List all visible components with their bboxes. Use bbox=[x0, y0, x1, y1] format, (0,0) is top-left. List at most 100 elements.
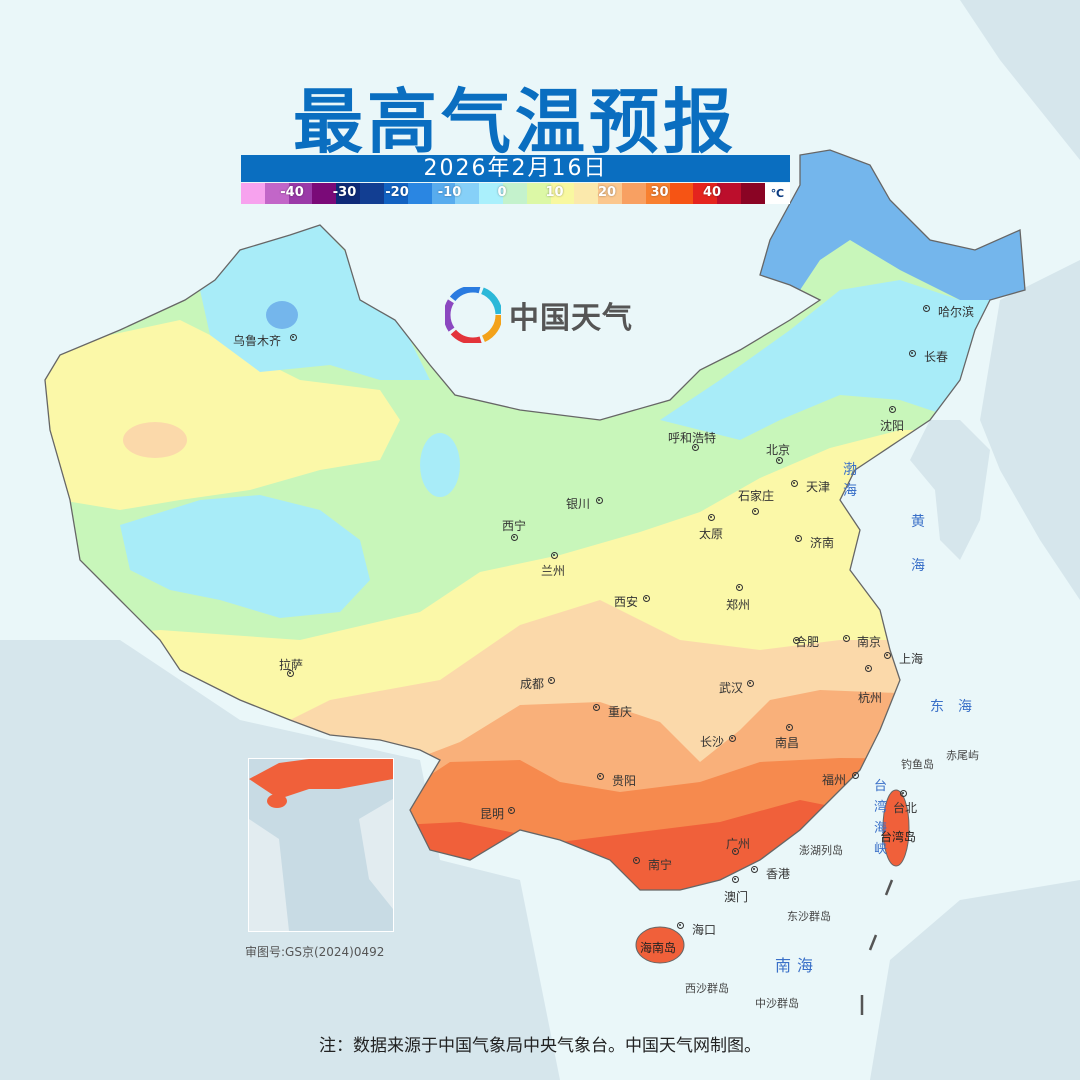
city-marker-icon bbox=[746, 679, 754, 687]
city-label: 长春 bbox=[924, 350, 949, 364]
band-cyan-spot bbox=[420, 433, 460, 497]
logo-text: 中国天气 bbox=[509, 301, 633, 336]
city-label: 西安 bbox=[614, 595, 639, 609]
label-taiwan: 台湾岛 bbox=[880, 830, 917, 844]
city-marker-icon bbox=[751, 507, 759, 515]
city-marker-icon bbox=[735, 583, 743, 591]
legend-swatch bbox=[574, 183, 599, 204]
band-north-cyan bbox=[200, 225, 430, 380]
footer-note: 注：数据来源于中国气象局中央气象台。中国天气网制图。 bbox=[319, 1036, 761, 1056]
legend-swatch bbox=[645, 183, 670, 204]
city-marker-icon bbox=[842, 634, 850, 642]
city-marker-icon bbox=[731, 847, 739, 855]
city-marker-icon bbox=[691, 443, 699, 451]
legend-swatch bbox=[360, 183, 384, 204]
legend-swatch bbox=[741, 183, 765, 204]
temperature-legend: ℃ bbox=[241, 183, 790, 204]
city-marker-icon bbox=[851, 771, 859, 779]
forecast-date: 2026年2月16日 bbox=[241, 155, 790, 182]
legend-swatch bbox=[336, 183, 361, 204]
city-marker-icon bbox=[592, 703, 600, 711]
legend-swatch bbox=[455, 183, 480, 204]
sea-bohai: 渤海 bbox=[843, 462, 857, 499]
korea-land bbox=[910, 420, 990, 560]
legend-swatch bbox=[717, 183, 742, 204]
legend-swatch bbox=[264, 183, 289, 204]
label-hainan: 海南岛 bbox=[640, 941, 677, 955]
city-label: 贵阳 bbox=[612, 774, 637, 788]
band-urumqi-blue bbox=[266, 301, 298, 329]
city-label: 广州 bbox=[726, 837, 751, 851]
label-chiwei: 赤尾屿 bbox=[946, 749, 979, 762]
city-marker-icon bbox=[750, 865, 758, 873]
legend-label: -20 bbox=[385, 185, 409, 200]
city-label: 兰州 bbox=[541, 564, 566, 578]
city-label: 呼和浩特 bbox=[668, 431, 717, 445]
city-label: 海口 bbox=[692, 923, 717, 937]
legend-swatch bbox=[241, 183, 265, 204]
city-marker-icon bbox=[792, 636, 800, 644]
city-label: 沈阳 bbox=[880, 419, 905, 433]
page-title: 最高气温预报 bbox=[293, 81, 737, 163]
logo: 中国天气 bbox=[445, 287, 633, 343]
legend-swatch bbox=[669, 183, 694, 204]
logo-swirl-icon bbox=[445, 287, 501, 343]
legend-swatch bbox=[431, 183, 456, 204]
nine-dash-line bbox=[860, 879, 894, 1015]
city-label: 银川 bbox=[566, 497, 591, 511]
city-marker-icon bbox=[731, 875, 739, 883]
legend-swatch bbox=[622, 183, 646, 204]
city-label: 太原 bbox=[699, 527, 724, 541]
band-peach-spot bbox=[123, 422, 187, 458]
city-label: 重庆 bbox=[608, 705, 633, 719]
legend-label: 40 bbox=[702, 185, 722, 200]
legend-swatch bbox=[693, 183, 718, 204]
city-label: 南昌 bbox=[775, 736, 800, 750]
band-xinjiang-yellow bbox=[45, 320, 400, 510]
city-label: 北京 bbox=[766, 443, 791, 457]
city-marker-icon bbox=[676, 921, 684, 929]
band-ne-cyan bbox=[660, 280, 1025, 440]
city-label: 上海 bbox=[899, 652, 924, 666]
city-label: 台北 bbox=[893, 801, 918, 815]
city-marker-icon bbox=[908, 349, 916, 357]
city-label: 乌鲁木齐 bbox=[233, 334, 282, 348]
legend-swatch bbox=[479, 183, 503, 204]
city-marker-icon bbox=[642, 594, 650, 602]
sea-taiwan-strait: 台湾海峡 bbox=[874, 779, 888, 857]
city-label: 长沙 bbox=[700, 735, 725, 749]
city-label: 天津 bbox=[806, 480, 831, 494]
hainan-island bbox=[635, 926, 685, 964]
band-tarim-cyan bbox=[120, 495, 370, 618]
city-marker-icon bbox=[785, 723, 793, 731]
legend-label: 30 bbox=[650, 185, 669, 200]
legend-swatch bbox=[550, 183, 575, 204]
legend-label: 0 bbox=[497, 185, 507, 200]
city-label: 福州 bbox=[822, 773, 847, 787]
sea-huanghai: 黄海 bbox=[911, 514, 925, 574]
city-label: 西宁 bbox=[502, 519, 527, 533]
city-marker-icon bbox=[899, 789, 907, 797]
city-label: 济南 bbox=[810, 536, 835, 550]
city-marker-icon bbox=[790, 479, 798, 487]
city-label: 南京 bbox=[857, 635, 882, 649]
legend-swatch bbox=[383, 183, 408, 204]
label-xisha: 西沙群岛 bbox=[685, 982, 729, 995]
label-penghu: 澎湖列岛 bbox=[799, 844, 843, 857]
legend-label: -30 bbox=[332, 185, 357, 200]
city-marker-icon bbox=[289, 333, 297, 341]
city-marker-icon bbox=[632, 856, 640, 864]
city-marker-icon bbox=[864, 664, 872, 672]
city-marker-icon bbox=[550, 551, 558, 559]
legend-label: 20 bbox=[597, 185, 617, 200]
sea-donghai: 东海 bbox=[930, 699, 986, 715]
city-marker-icon bbox=[728, 734, 736, 742]
city-label: 石家庄 bbox=[738, 489, 775, 503]
legend-unit: ℃ bbox=[764, 183, 790, 204]
city-label: 南宁 bbox=[648, 858, 673, 872]
city-marker-icon bbox=[888, 405, 896, 413]
city-marker-icon bbox=[510, 533, 518, 541]
city-label: 昆明 bbox=[480, 807, 505, 821]
city-label: 郑州 bbox=[726, 598, 751, 612]
legend-swatch bbox=[598, 183, 622, 204]
